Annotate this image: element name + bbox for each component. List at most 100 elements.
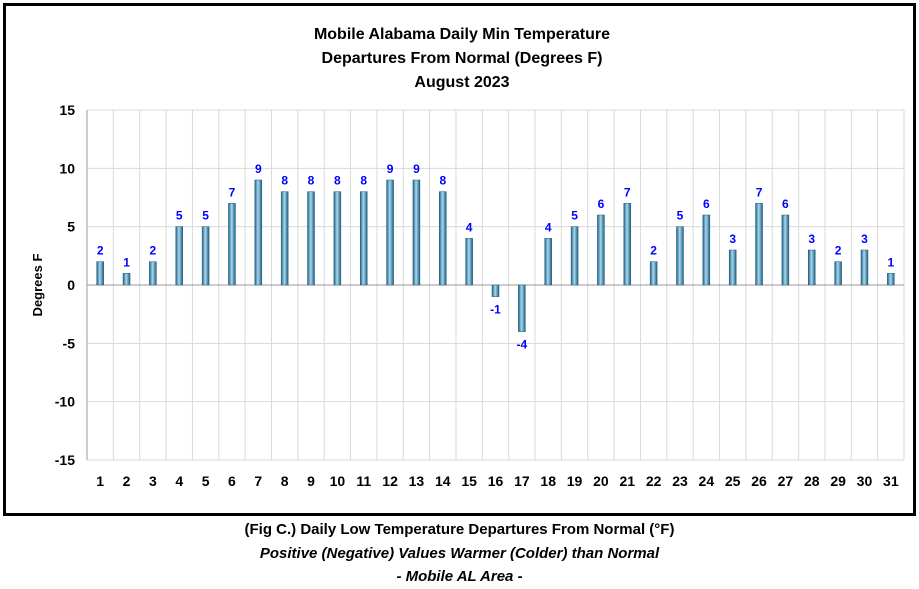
data-label: 2	[650, 244, 657, 258]
data-label: 5	[202, 209, 209, 223]
bar	[491, 284, 500, 297]
x-tick-label: 30	[857, 473, 873, 489]
x-tick-label: 5	[202, 473, 210, 489]
figure-caption: (Fig C.) Daily Low Temperature Departure…	[244, 521, 675, 538]
data-label: 5	[677, 209, 684, 223]
data-label: 5	[176, 209, 183, 223]
bar	[175, 226, 183, 286]
y-tick-label: 15	[59, 102, 75, 118]
x-tick-label: 13	[409, 473, 425, 489]
data-label: 6	[598, 197, 605, 211]
x-tick-label: 25	[725, 473, 741, 489]
x-tick-label: 8	[281, 473, 289, 489]
bar	[860, 249, 869, 286]
x-tick-label: 21	[619, 473, 635, 489]
x-tick-label: 16	[488, 473, 504, 489]
data-label: 2	[150, 244, 157, 258]
x-tick-label: 14	[435, 473, 451, 489]
x-tick-label: 3	[149, 473, 157, 489]
chart-svg: Mobile Alabama Daily Min Temperature Depa…	[30, 26, 905, 489]
bar	[808, 249, 816, 286]
data-label: 2	[97, 244, 104, 258]
data-label: 7	[756, 185, 763, 199]
data-label: 9	[255, 162, 262, 176]
x-tick-label: 31	[883, 473, 899, 489]
title-line: Mobile Alabama Daily Min Temperature	[314, 26, 610, 43]
x-tick-label: 7	[254, 473, 262, 489]
data-label: 8	[334, 174, 341, 188]
x-tick-label: 11	[356, 473, 371, 489]
data-label: 8	[360, 174, 367, 188]
data-label: 4	[466, 220, 473, 234]
data-label: 8	[439, 174, 446, 188]
data-label: 8	[308, 174, 315, 188]
bar	[728, 249, 737, 286]
x-tick-label: 10	[330, 473, 346, 489]
bar	[333, 191, 342, 286]
y-tick-label: 0	[67, 277, 75, 293]
x-tick-label: 1	[96, 473, 104, 489]
bar	[254, 179, 263, 286]
figure-subcaption: Positive (Negative) Values Warmer (Colde…	[259, 545, 660, 562]
chart-title: Mobile Alabama Daily Min Temperature Depa…	[314, 26, 610, 91]
bar	[96, 261, 104, 286]
bar	[887, 273, 895, 286]
bar	[755, 203, 763, 286]
data-label: 3	[861, 232, 868, 246]
bar	[412, 179, 421, 286]
data-label: 1	[123, 255, 130, 269]
x-tick-label: 29	[830, 473, 846, 489]
bar	[386, 179, 394, 286]
chart-frame: Mobile Alabama Daily Min Temperature Depa…	[3, 3, 916, 516]
bar	[280, 191, 289, 286]
data-label: 4	[545, 220, 552, 234]
y-tick-label: 5	[67, 219, 75, 235]
data-label: 3	[729, 232, 736, 246]
bar	[359, 191, 368, 286]
data-label: 1	[887, 255, 894, 269]
data-label: 6	[782, 197, 789, 211]
figure-location: - Mobile AL Area -	[396, 568, 523, 585]
y-tick-label: -15	[55, 452, 75, 468]
x-tick-label: 23	[672, 473, 688, 489]
x-tick-label: 4	[175, 473, 183, 489]
bar	[676, 226, 684, 286]
bar	[597, 214, 605, 286]
y-tick-label: 10	[59, 160, 75, 176]
bar	[465, 238, 473, 286]
data-label: 9	[413, 162, 420, 176]
bar	[149, 261, 157, 286]
y-tick-label: -10	[55, 394, 75, 410]
data-label: 7	[624, 185, 631, 199]
data-label: 6	[703, 197, 710, 211]
x-tick-label: 27	[778, 473, 794, 489]
x-tick-label: 19	[567, 473, 583, 489]
data-label: 9	[387, 162, 394, 176]
y-tick-label: -5	[63, 335, 76, 351]
y-axis-label: Degrees F	[30, 254, 45, 317]
bar	[702, 214, 711, 286]
bar	[439, 191, 447, 286]
x-tick-label: 26	[751, 473, 767, 489]
x-tick-label: 28	[804, 473, 820, 489]
x-tick-label: 15	[461, 473, 477, 489]
data-label: 5	[571, 209, 578, 223]
bar	[544, 238, 552, 286]
x-tick-label: 2	[123, 473, 131, 489]
data-labels: 2 1 2 5 5 7 9 8 8 8 8 9 9 8 4 -1 -4 4 5 6 7 2 5 6 3 7 6 3 2 3 1	[97, 162, 895, 352]
bar	[307, 191, 315, 286]
bar	[228, 203, 236, 286]
title-line: August 2023	[414, 74, 509, 91]
bar	[649, 261, 658, 286]
x-tick-label: 22	[646, 473, 662, 489]
title-line: Departures From Normal (Degrees F)	[322, 50, 603, 67]
data-label: 7	[229, 185, 236, 199]
bar	[570, 226, 579, 286]
x-tick-label: 20	[593, 473, 609, 489]
bar	[781, 214, 790, 286]
data-label: 2	[835, 244, 842, 258]
bars	[96, 179, 895, 332]
bar	[122, 273, 131, 286]
bar	[518, 284, 526, 332]
